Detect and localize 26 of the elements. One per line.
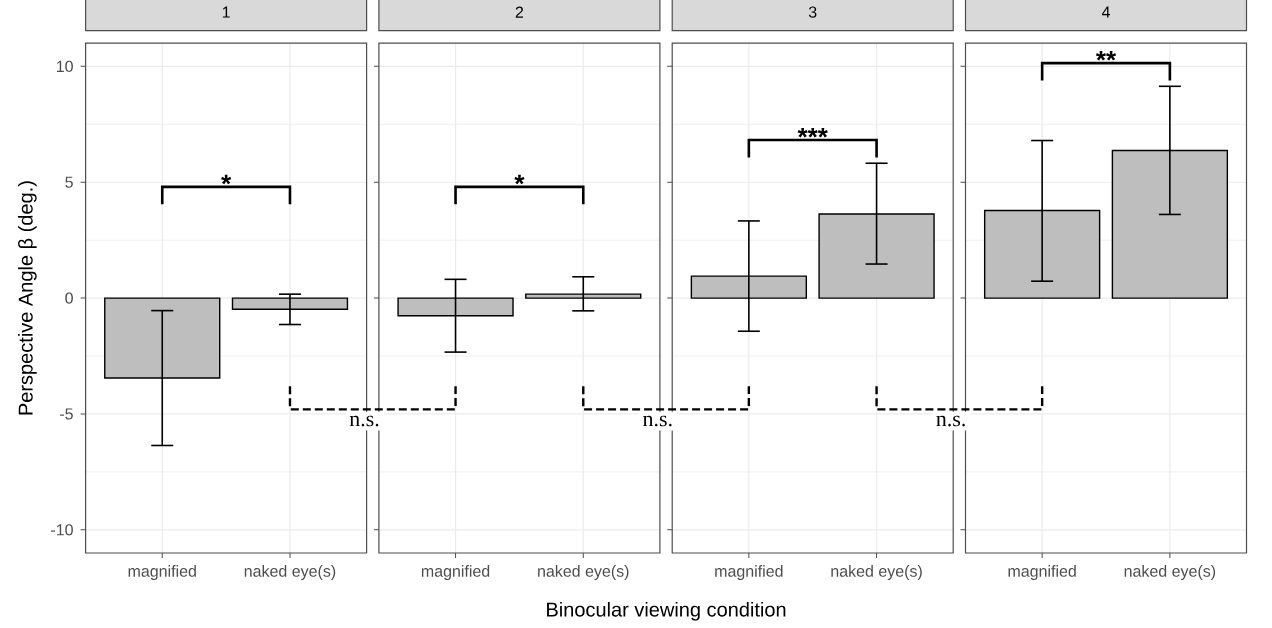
x-tick-label: magnified bbox=[128, 565, 196, 580]
chart-title: 4 bbox=[1101, 6, 1110, 18]
y-tick-label: 0 bbox=[65, 292, 73, 304]
chart-title: 2 bbox=[515, 6, 524, 18]
x-tick-label: naked eye(s) bbox=[1124, 565, 1216, 580]
y-tick-label: -10 bbox=[51, 524, 73, 536]
x-tick-label: magnified bbox=[421, 565, 490, 580]
y-axis-title: Perspective Angle β (deg.) bbox=[18, 181, 37, 415]
x-tick-label: magnified bbox=[1008, 565, 1076, 580]
chart-title: 1 bbox=[222, 6, 230, 18]
annotation: n.s. bbox=[643, 415, 672, 427]
annotation: *** bbox=[797, 127, 828, 138]
x-tick-label: naked eye(s) bbox=[538, 565, 629, 580]
chart-title: 3 bbox=[808, 6, 817, 18]
y-tick-label: 10 bbox=[56, 60, 73, 73]
y-tick-label: -5 bbox=[60, 408, 73, 420]
annotation: n.s. bbox=[936, 415, 965, 427]
x-tick-label: naked eye(s) bbox=[831, 565, 922, 580]
annotation: * bbox=[514, 174, 525, 185]
annotation: * bbox=[221, 174, 232, 185]
x-tick-label: naked eye(s) bbox=[244, 565, 336, 580]
x-tick-label: magnified bbox=[715, 565, 783, 580]
annotation: n.s. bbox=[349, 415, 379, 427]
y-tick-label: 5 bbox=[65, 176, 73, 188]
annotation: ** bbox=[1095, 50, 1117, 61]
x-axis-title: Binocular viewing condition bbox=[547, 601, 786, 621]
